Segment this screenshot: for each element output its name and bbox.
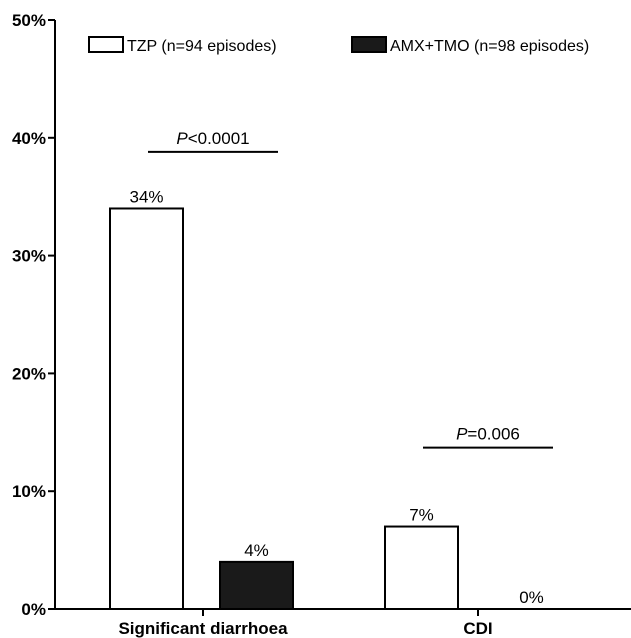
y-tick-label: 0%: [21, 600, 46, 619]
data-label: 0%: [519, 588, 544, 607]
x-tick-label: Significant diarrhoea: [118, 619, 288, 638]
y-tick-label: 10%: [12, 482, 46, 501]
x-tick-label: CDI: [463, 619, 492, 638]
p-value-label: P<0.0001: [176, 129, 249, 148]
y-tick-label: 30%: [12, 247, 46, 266]
legend-label: TZP (n=94 episodes): [127, 38, 277, 55]
legend-swatch: [88, 36, 124, 53]
bar: [109, 207, 184, 610]
bar: [219, 560, 294, 611]
legend-swatch: [351, 36, 387, 53]
axes: 0% 10% 20% 30% 40% 50% Significant diarrhoea CD…: [12, 11, 631, 638]
legend: TZP (n=94 episodes) AMX+TMO (n=98 episode…: [88, 36, 589, 55]
y-tick-label: 40%: [12, 129, 46, 148]
bars: [109, 207, 459, 611]
p-value-label: P=0.006: [456, 425, 520, 444]
data-label: 7%: [409, 506, 434, 525]
bar: [384, 525, 459, 610]
labels: 34% 7% 4% 0% P<0.0001 P=0.006: [129, 129, 553, 607]
data-label: 34%: [129, 187, 163, 206]
legend-label: AMX+TMO (n=98 episodes): [390, 38, 589, 55]
y-tick-label: 20%: [12, 364, 46, 383]
y-tick-label: 50%: [12, 11, 46, 30]
data-label: 4%: [244, 541, 269, 560]
